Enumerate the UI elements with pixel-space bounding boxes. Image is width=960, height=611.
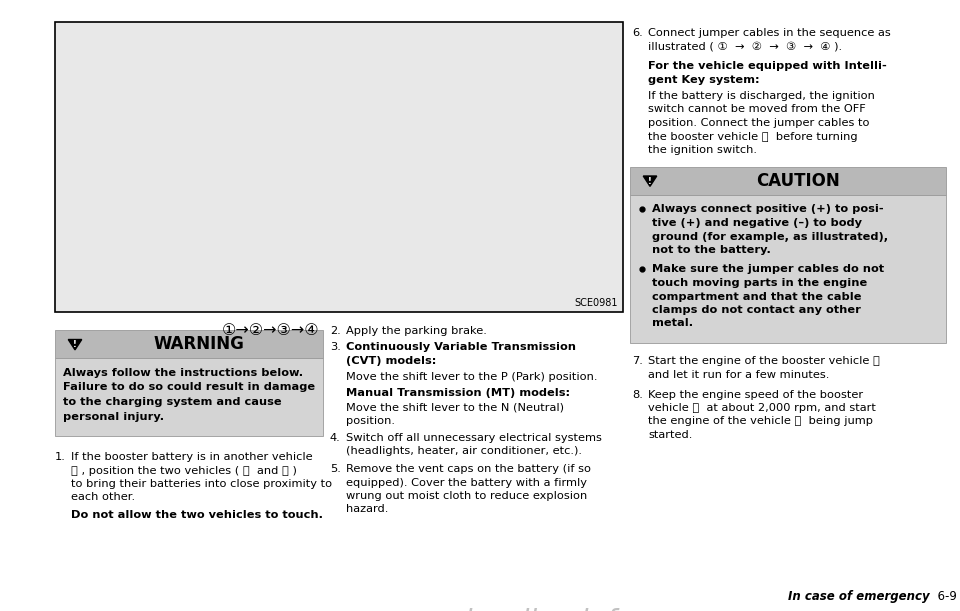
Text: started.: started. <box>648 430 692 440</box>
Text: If the battery is discharged, the ignition: If the battery is discharged, the igniti… <box>648 91 875 101</box>
Text: and let it run for a few minutes.: and let it run for a few minutes. <box>648 370 829 380</box>
Text: If the booster battery is in another vehicle: If the booster battery is in another veh… <box>71 452 313 462</box>
Text: For the vehicle equipped with Intelli-: For the vehicle equipped with Intelli- <box>648 61 887 71</box>
Text: illustrated ( ①  →  ②  →  ③  →  ④ ).: illustrated ( ① → ② → ③ → ④ ). <box>648 42 842 51</box>
Text: Remove the vent caps on the battery (if so: Remove the vent caps on the battery (if … <box>346 464 591 474</box>
Text: CAUTION: CAUTION <box>756 172 840 189</box>
Text: position.: position. <box>346 415 395 425</box>
Text: 5.: 5. <box>330 464 341 474</box>
Text: SCE0981: SCE0981 <box>574 298 618 308</box>
Text: the ignition switch.: the ignition switch. <box>648 145 757 155</box>
Text: not to the battery.: not to the battery. <box>652 245 771 255</box>
Text: each other.: each other. <box>71 492 135 502</box>
Text: Ⓑ , position the two vehicles ( Ⓐ  and Ⓑ ): Ⓑ , position the two vehicles ( Ⓐ and Ⓑ … <box>71 466 297 475</box>
Text: touch moving parts in the engine: touch moving parts in the engine <box>652 278 867 288</box>
Text: 3.: 3. <box>330 342 341 352</box>
FancyBboxPatch shape <box>630 167 946 194</box>
Text: equipped). Cover the battery with a firmly: equipped). Cover the battery with a firm… <box>346 478 587 488</box>
Text: compartment and that the cable: compartment and that the cable <box>652 291 861 301</box>
Text: the engine of the vehicle Ⓐ  being jump: the engine of the vehicle Ⓐ being jump <box>648 417 873 426</box>
Text: to the charging system and cause: to the charging system and cause <box>63 397 281 407</box>
Text: 4.: 4. <box>330 433 341 443</box>
Text: switch cannot be moved from the OFF: switch cannot be moved from the OFF <box>648 104 866 114</box>
Text: Move the shift lever to the N (Neutral): Move the shift lever to the N (Neutral) <box>346 402 564 412</box>
Text: vehicle Ⓑ  at about 2,000 rpm, and start: vehicle Ⓑ at about 2,000 rpm, and start <box>648 403 876 413</box>
Text: 1.: 1. <box>55 452 66 462</box>
Text: WARNING: WARNING <box>154 335 245 353</box>
Text: In case of emergency: In case of emergency <box>788 590 930 603</box>
Text: 6-9: 6-9 <box>930 590 957 603</box>
Text: 6.: 6. <box>632 28 643 38</box>
Text: Always connect positive (+) to posi-: Always connect positive (+) to posi- <box>652 205 883 214</box>
Text: metal.: metal. <box>652 318 693 329</box>
Text: personal injury.: personal injury. <box>63 411 164 422</box>
Text: Continuously Variable Transmission: Continuously Variable Transmission <box>346 342 576 352</box>
Text: 8.: 8. <box>632 389 643 400</box>
Text: 2.: 2. <box>330 326 341 336</box>
Text: Move the shift lever to the P (Park) position.: Move the shift lever to the P (Park) pos… <box>346 372 597 382</box>
Text: tive (+) and negative (–) to body: tive (+) and negative (–) to body <box>652 218 862 228</box>
FancyBboxPatch shape <box>630 194 946 343</box>
FancyBboxPatch shape <box>55 22 623 312</box>
Text: wrung out moist cloth to reduce explosion: wrung out moist cloth to reduce explosio… <box>346 491 588 501</box>
Text: ①→②→③→④: ①→②→③→④ <box>222 323 320 338</box>
Text: Make sure the jumper cables do not: Make sure the jumper cables do not <box>652 265 884 274</box>
Text: (CVT) models:: (CVT) models: <box>346 356 437 366</box>
FancyBboxPatch shape <box>55 358 323 436</box>
Text: !: ! <box>648 177 652 186</box>
Text: Start the engine of the booster vehicle Ⓑ: Start the engine of the booster vehicle … <box>648 356 880 367</box>
Text: Connect jumper cables in the sequence as: Connect jumper cables in the sequence as <box>648 28 891 38</box>
Text: hazard.: hazard. <box>346 505 389 514</box>
Text: Apply the parking brake.: Apply the parking brake. <box>346 326 487 336</box>
Text: Switch off all unnecessary electrical systems: Switch off all unnecessary electrical sy… <box>346 433 602 443</box>
Text: Keep the engine speed of the booster: Keep the engine speed of the booster <box>648 389 863 400</box>
Polygon shape <box>68 340 82 350</box>
Text: Manual Transmission (MT) models:: Manual Transmission (MT) models: <box>346 388 570 398</box>
Text: gent Key system:: gent Key system: <box>648 75 759 85</box>
Polygon shape <box>643 176 657 186</box>
Text: !: ! <box>73 340 77 349</box>
FancyBboxPatch shape <box>55 330 323 358</box>
Text: the booster vehicle Ⓑ  before turning: the booster vehicle Ⓑ before turning <box>648 131 857 142</box>
Text: position. Connect the jumper cables to: position. Connect the jumper cables to <box>648 118 870 128</box>
Text: carmanualsonline.info: carmanualsonline.info <box>326 608 634 611</box>
Text: (headlights, heater, air conditioner, etc.).: (headlights, heater, air conditioner, et… <box>346 447 582 456</box>
Text: 7.: 7. <box>632 356 643 367</box>
Text: Always follow the instructions below.: Always follow the instructions below. <box>63 368 303 378</box>
Text: Do not allow the two vehicles to touch.: Do not allow the two vehicles to touch. <box>71 510 323 520</box>
Text: clamps do not contact any other: clamps do not contact any other <box>652 305 861 315</box>
Text: Failure to do so could result in damage: Failure to do so could result in damage <box>63 382 315 392</box>
Text: ground (for example, as illustrated),: ground (for example, as illustrated), <box>652 232 888 241</box>
Text: to bring their batteries into close proximity to: to bring their batteries into close prox… <box>71 479 332 489</box>
